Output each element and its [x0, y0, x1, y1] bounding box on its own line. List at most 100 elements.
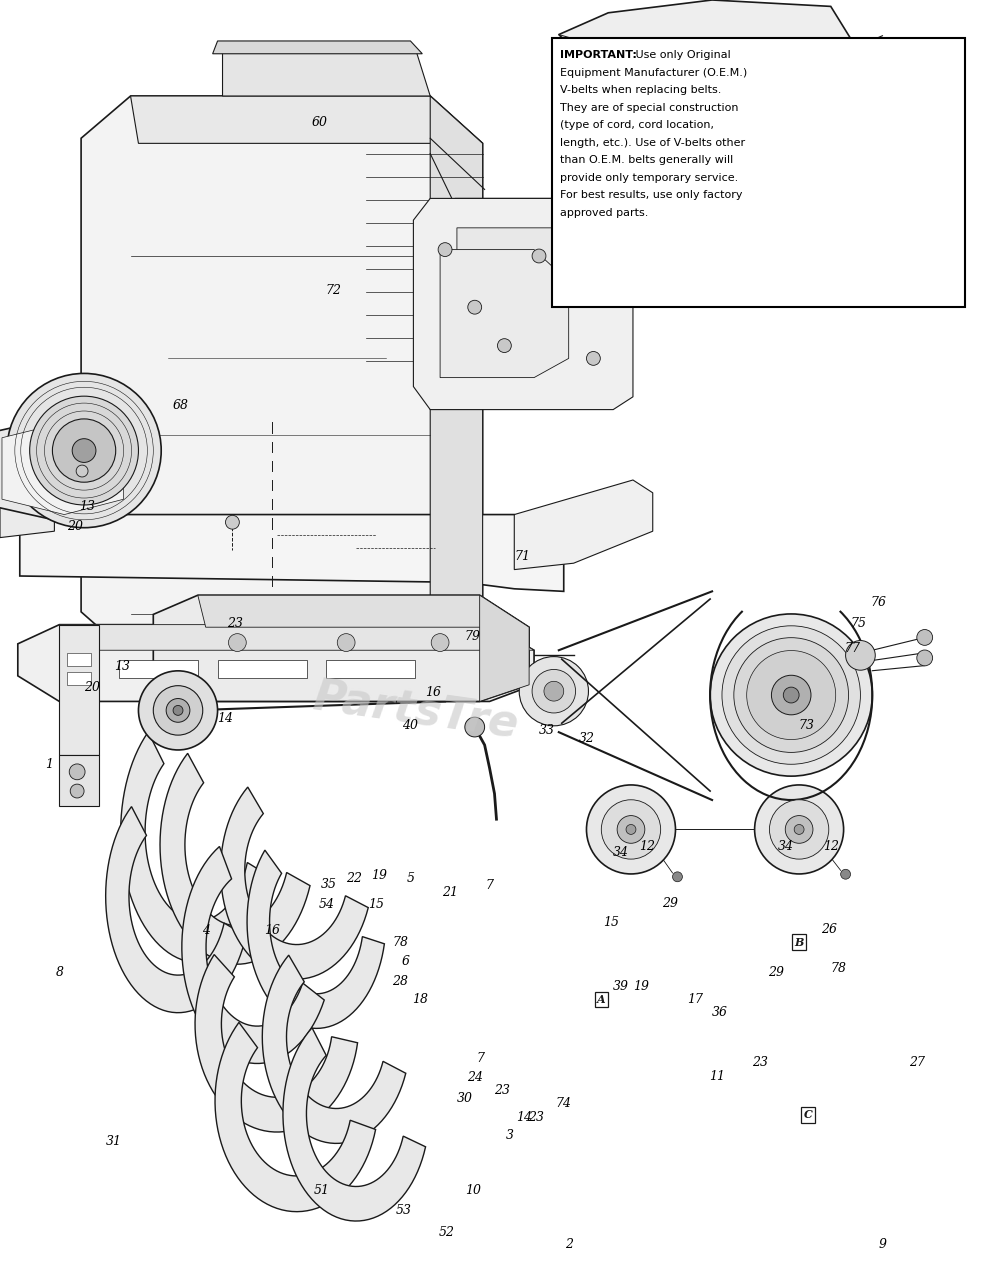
Circle shape: [734, 637, 849, 753]
Polygon shape: [221, 787, 368, 979]
Polygon shape: [81, 96, 483, 655]
Circle shape: [567, 288, 581, 301]
Circle shape: [785, 815, 813, 844]
Text: length, etc.). Use of V-belts other: length, etc.). Use of V-belts other: [560, 138, 745, 148]
Circle shape: [153, 686, 203, 735]
Polygon shape: [430, 96, 483, 655]
Text: 73: 73: [798, 719, 814, 732]
Text: 4: 4: [202, 924, 210, 937]
Polygon shape: [559, 0, 851, 115]
Text: Equipment Manufacturer (O.E.M.): Equipment Manufacturer (O.E.M.): [560, 68, 747, 78]
Text: 5: 5: [406, 872, 414, 884]
Polygon shape: [129, 650, 435, 678]
Polygon shape: [131, 96, 483, 143]
Text: 76: 76: [870, 596, 886, 609]
Text: than O.E.M. belts generally will: than O.E.M. belts generally will: [560, 155, 733, 165]
Text: 34: 34: [613, 846, 629, 859]
Text: 23: 23: [494, 1084, 510, 1097]
Polygon shape: [18, 625, 534, 701]
Polygon shape: [0, 493, 54, 538]
Polygon shape: [119, 660, 198, 678]
Text: IMPORTANT:: IMPORTANT:: [560, 50, 637, 60]
Circle shape: [783, 687, 799, 703]
Text: 20: 20: [67, 520, 83, 532]
Polygon shape: [106, 806, 246, 1012]
Circle shape: [586, 352, 600, 365]
Circle shape: [841, 869, 851, 879]
Polygon shape: [198, 595, 529, 627]
Text: 8: 8: [55, 966, 63, 979]
Text: 15: 15: [603, 916, 619, 929]
Text: 60: 60: [312, 116, 327, 129]
Text: 13: 13: [114, 660, 130, 673]
Circle shape: [917, 630, 933, 645]
Text: 71: 71: [514, 550, 530, 563]
Text: 1: 1: [45, 758, 53, 771]
Circle shape: [532, 250, 546, 262]
Text: B: B: [794, 937, 804, 947]
Polygon shape: [413, 198, 633, 410]
Circle shape: [601, 800, 661, 859]
Circle shape: [544, 681, 564, 701]
Polygon shape: [121, 732, 270, 963]
Text: 32: 32: [579, 732, 594, 745]
Text: 72: 72: [325, 284, 341, 297]
Circle shape: [76, 465, 88, 477]
Text: For best results, use only factory: For best results, use only factory: [560, 191, 743, 201]
Text: 18: 18: [412, 993, 428, 1006]
Text: 12: 12: [639, 840, 655, 852]
Polygon shape: [457, 228, 601, 269]
Text: 19: 19: [633, 980, 649, 993]
Text: PartsTre: PartsTre: [310, 675, 521, 746]
Polygon shape: [0, 416, 129, 522]
Circle shape: [52, 419, 116, 483]
Polygon shape: [195, 955, 358, 1132]
Text: 23: 23: [227, 617, 243, 630]
Circle shape: [846, 640, 875, 671]
Text: 33: 33: [539, 724, 555, 737]
Circle shape: [794, 824, 804, 835]
Text: V-belts when replacing belts.: V-belts when replacing belts.: [560, 86, 721, 96]
Text: 16: 16: [264, 924, 280, 937]
Text: 3: 3: [506, 1129, 514, 1142]
Circle shape: [519, 657, 588, 726]
Circle shape: [173, 705, 183, 716]
Circle shape: [225, 516, 239, 529]
Text: 20: 20: [84, 681, 100, 694]
Text: 7: 7: [477, 1052, 485, 1065]
Text: 34: 34: [778, 840, 794, 852]
Polygon shape: [218, 660, 307, 678]
Text: 30: 30: [457, 1092, 473, 1105]
Circle shape: [771, 676, 811, 714]
Text: 51: 51: [314, 1184, 329, 1197]
Text: 54: 54: [318, 899, 334, 911]
Circle shape: [69, 764, 85, 780]
Polygon shape: [223, 49, 430, 96]
Text: 27: 27: [909, 1056, 925, 1069]
Circle shape: [586, 785, 675, 874]
Text: approved parts.: approved parts.: [560, 207, 648, 218]
Text: 39: 39: [613, 980, 629, 993]
Circle shape: [166, 699, 190, 722]
Text: A: A: [597, 995, 605, 1005]
Text: 31: 31: [106, 1135, 122, 1148]
Text: 14: 14: [516, 1111, 532, 1124]
Text: 6: 6: [402, 955, 409, 968]
Text: 77: 77: [845, 643, 860, 655]
Circle shape: [722, 626, 860, 764]
Text: 29: 29: [663, 897, 678, 910]
Text: 79: 79: [465, 630, 481, 643]
Circle shape: [138, 671, 218, 750]
Polygon shape: [262, 955, 405, 1143]
Polygon shape: [20, 515, 564, 591]
Text: provide only temporary service.: provide only temporary service.: [560, 173, 738, 183]
Text: 17: 17: [687, 993, 703, 1006]
Circle shape: [7, 374, 161, 527]
Text: 28: 28: [393, 975, 408, 988]
Text: 10: 10: [465, 1184, 481, 1197]
Circle shape: [438, 243, 452, 256]
Circle shape: [337, 634, 355, 652]
Circle shape: [769, 800, 829, 859]
Text: Use only Original: Use only Original: [632, 50, 731, 60]
Circle shape: [755, 785, 844, 874]
